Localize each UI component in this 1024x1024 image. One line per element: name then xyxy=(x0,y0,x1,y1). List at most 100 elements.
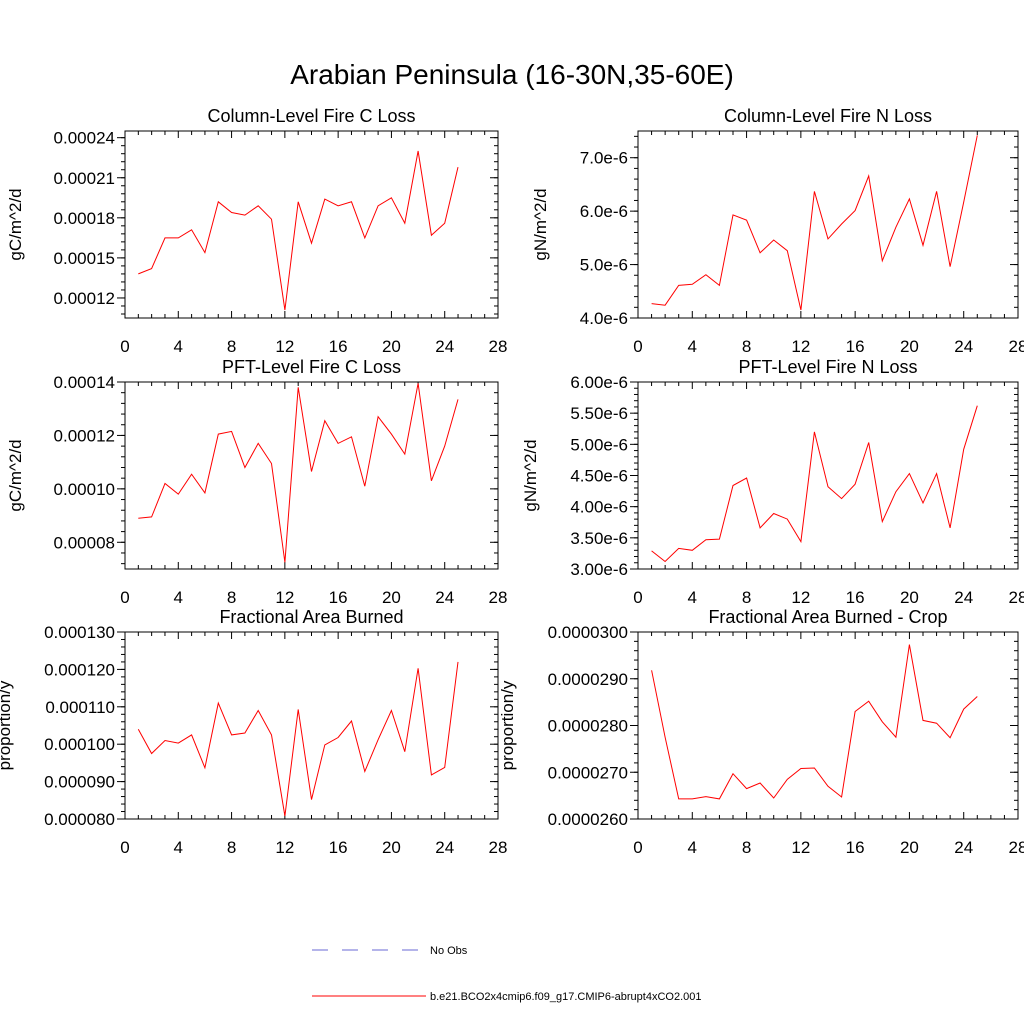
chart-panel: 0 4 8 12 16 20 24 28 4.0e-6 5.0e-6 6.0e-6 7.0e-6 gN/… xyxy=(531,106,1024,356)
legend: No Obs b.e21.BCO2x4cmip6.f09_g17.CMIP6-a… xyxy=(312,945,702,1003)
panel-title: PFT-Level Fire N Loss xyxy=(738,357,917,377)
y-tick-label: 0.000100 xyxy=(44,735,115,754)
x-tick-label: 24 xyxy=(435,588,454,607)
x-tick-label: 16 xyxy=(329,588,348,607)
x-tick-label: 20 xyxy=(900,337,919,356)
y-tick-label: 0.000110 xyxy=(45,698,115,717)
series-line xyxy=(137,661,459,817)
x-tick-label: 24 xyxy=(435,838,454,857)
x-tick-label: 16 xyxy=(846,838,865,857)
legend-label-model: b.e21.BCO2x4cmip6.f09_g17.CMIP6-abrupt4x… xyxy=(430,991,702,1003)
x-tick-label: 28 xyxy=(1009,838,1024,857)
x-tick-label: 28 xyxy=(1009,588,1024,607)
y-tick-label: 6.00e-6 xyxy=(570,373,628,392)
y-tick-label: 0.00014 xyxy=(54,373,115,392)
x-tick-label: 4 xyxy=(688,588,697,607)
y-tick-label: 4.50e-6 xyxy=(570,467,628,486)
y-axis-label: gN/m^2/d xyxy=(531,188,550,260)
chart-panel: 0 4 8 12 16 20 24 28 0.00008 0.00010 0.00012 0.0001… xyxy=(6,357,507,607)
plot-frame xyxy=(637,631,1019,820)
x-tick-label: 20 xyxy=(900,588,919,607)
x-tick-label: 16 xyxy=(846,588,865,607)
x-tick-label: 4 xyxy=(688,838,697,857)
x-tick-label: 4 xyxy=(688,337,697,356)
y-tick-label: 0.00015 xyxy=(54,249,115,268)
x-tick-label: 20 xyxy=(382,838,401,857)
y-axis-label: proportion/y xyxy=(498,680,517,770)
y-tick-label: 0.000090 xyxy=(44,773,115,792)
x-tick-label: 8 xyxy=(742,588,751,607)
x-tick-label: 28 xyxy=(489,588,508,607)
x-tick-label: 20 xyxy=(382,337,401,356)
y-tick-label: 4.0e-6 xyxy=(580,309,628,328)
panel-title: Fractional Area Burned xyxy=(219,607,403,627)
series-line xyxy=(138,383,459,563)
y-tick-label: 0.00010 xyxy=(54,480,115,499)
x-tick-label: 28 xyxy=(1009,337,1024,356)
figure-title: Arabian Peninsula (16-30N,35-60E) xyxy=(290,59,734,90)
y-axis-label: gC/m^2/d xyxy=(6,188,25,260)
x-tick-label: 4 xyxy=(174,588,183,607)
y-tick-label: 0.000080 xyxy=(44,810,115,829)
x-tick-label: 0 xyxy=(120,588,129,607)
panels: 0 4 8 12 16 20 24 28 0.00012 0.00015 0.00018 0.0002… xyxy=(0,106,1024,857)
x-tick-label: 8 xyxy=(742,838,751,857)
x-tick-label: 16 xyxy=(846,337,865,356)
y-tick-label: 0.00012 xyxy=(54,426,115,445)
x-tick-label: 8 xyxy=(742,337,751,356)
y-tick-label: 0.00024 xyxy=(54,129,115,148)
series-line xyxy=(138,150,459,311)
y-tick-label: 0.00018 xyxy=(54,209,115,228)
series-line xyxy=(651,644,978,800)
x-tick-label: 12 xyxy=(791,588,810,607)
x-tick-label: 4 xyxy=(174,337,183,356)
panel-title: Fractional Area Burned - Crop xyxy=(708,607,947,627)
x-tick-label: 24 xyxy=(954,588,973,607)
y-tick-label: 3.00e-6 xyxy=(570,560,628,579)
y-tick-label: 3.50e-6 xyxy=(570,529,628,548)
x-tick-label: 28 xyxy=(489,337,508,356)
x-tick-label: 12 xyxy=(791,337,810,356)
x-tick-label: 8 xyxy=(227,588,236,607)
x-tick-label: 0 xyxy=(633,838,642,857)
y-tick-label: 6.0e-6 xyxy=(580,202,628,221)
x-tick-label: 16 xyxy=(329,337,348,356)
x-tick-label: 12 xyxy=(791,838,810,857)
y-tick-label: 5.0e-6 xyxy=(580,256,628,275)
y-tick-label: 7.0e-6 xyxy=(580,149,628,168)
x-tick-label: 24 xyxy=(954,838,973,857)
panel-title: Column-Level Fire C Loss xyxy=(207,106,415,126)
x-tick-label: 20 xyxy=(900,838,919,857)
plot-frame xyxy=(637,381,1019,570)
plot-frame xyxy=(124,381,499,570)
x-tick-label: 12 xyxy=(275,838,294,857)
y-tick-label: 0.00008 xyxy=(54,533,115,552)
x-tick-label: 16 xyxy=(329,838,348,857)
x-tick-label: 12 xyxy=(275,588,294,607)
y-tick-label: 4.00e-6 xyxy=(570,498,628,517)
x-tick-label: 0 xyxy=(120,838,129,857)
chart-panel: 0 4 8 12 16 20 24 28 3.00e-6 3.50e-6 4.00e-6 4.50e-… xyxy=(521,357,1024,607)
y-tick-label: 5.00e-6 xyxy=(570,435,628,454)
plot-frame xyxy=(124,130,499,319)
legend-label-no-obs: No Obs xyxy=(430,945,468,957)
plot-frame xyxy=(124,631,499,820)
y-axis-label: proportion/y xyxy=(0,680,14,770)
y-tick-label: 0.00012 xyxy=(54,289,115,308)
x-tick-label: 12 xyxy=(275,337,294,356)
series-line xyxy=(651,405,978,563)
y-tick-label: 0.0000260 xyxy=(548,810,628,829)
y-axis-label: gC/m^2/d xyxy=(6,439,25,511)
chart-panel: 0 4 8 12 16 20 24 28 0.0000260 0.0000270 0.0000280… xyxy=(498,607,1024,857)
y-axis-label: gN/m^2/d xyxy=(521,439,540,511)
x-tick-label: 28 xyxy=(489,838,508,857)
panel-title: PFT-Level Fire C Loss xyxy=(222,357,401,377)
x-tick-label: 0 xyxy=(120,337,129,356)
x-tick-label: 8 xyxy=(227,337,236,356)
chart-panel: 0 4 8 12 16 20 24 28 0.00012 0.00015 0.00018 0.0002… xyxy=(6,106,507,356)
panel-title: Column-Level Fire N Loss xyxy=(724,106,932,126)
x-tick-label: 24 xyxy=(954,337,973,356)
y-tick-label: 0.0000300 xyxy=(548,623,628,642)
y-tick-label: 0.000130 xyxy=(44,623,115,642)
